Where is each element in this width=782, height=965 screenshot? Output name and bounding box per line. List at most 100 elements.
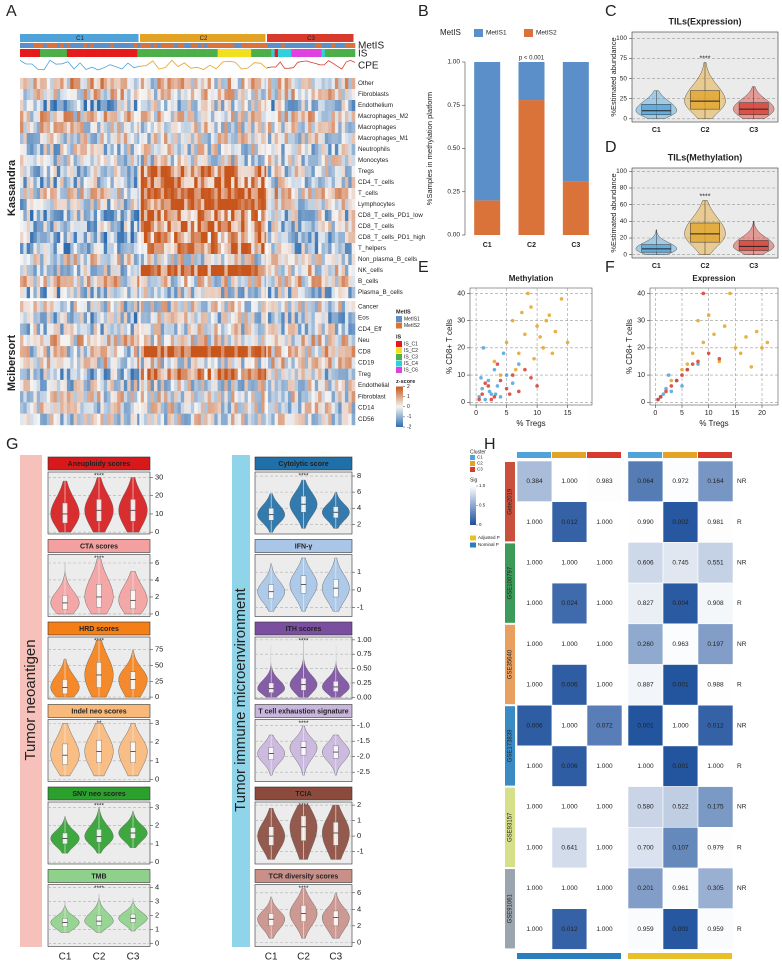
- heatmap-texture: [80, 243, 84, 255]
- heatmap-texture: [76, 144, 81, 156]
- heatmap-texture: [227, 287, 232, 299]
- heatmap-texture: [221, 155, 225, 167]
- heatmap-texture: [194, 133, 198, 145]
- heatmap-texture: [267, 133, 272, 145]
- heatmap-texture: [170, 243, 175, 255]
- heatmap-texture: [80, 133, 84, 145]
- annotation: ****: [298, 720, 309, 727]
- point: [680, 384, 684, 388]
- heatmap-texture: [107, 210, 111, 222]
- heatmap-texture: [331, 254, 336, 266]
- point: [501, 351, 506, 356]
- heatmap-texture: [87, 346, 91, 358]
- heatmap-texture: [60, 199, 64, 211]
- heatmap-texture: [247, 166, 252, 178]
- metis-track: [251, 43, 255, 48]
- heatmap-texture: [70, 334, 74, 347]
- heatmap-texture: [338, 177, 342, 189]
- heatmap-texture: [50, 287, 54, 299]
- y-tick-label: 0: [461, 399, 465, 406]
- heatmap-texture: [274, 232, 279, 244]
- heatmap-texture: [87, 243, 91, 255]
- metis-track: [328, 43, 332, 48]
- heatmap-texture: [76, 357, 81, 369]
- heatmap-texture: [341, 89, 346, 101]
- heatmap-texture: [298, 334, 302, 347]
- heatmap-texture: [30, 232, 34, 244]
- cell-label: 1.000: [707, 763, 724, 770]
- heatmap-texture: [351, 100, 356, 112]
- row-label: NR: [737, 559, 747, 566]
- heatmap-texture: [40, 144, 44, 156]
- heatmap-texture: [93, 199, 98, 211]
- heatmap-texture: [207, 78, 212, 90]
- heatmap-texture: [174, 144, 178, 156]
- row-label: NR: [737, 804, 747, 811]
- heatmap-texture: [100, 221, 105, 233]
- heatmap-texture: [103, 368, 108, 381]
- heatmap-texture: [177, 276, 182, 288]
- point: [744, 335, 748, 339]
- heatmap-texture: [23, 254, 27, 266]
- heatmap-texture: [164, 287, 168, 299]
- legend-label: MetIS2: [536, 30, 557, 37]
- heatmap-texture: [123, 323, 128, 336]
- heatmap-texture: [133, 265, 138, 277]
- heatmap-texture: [197, 78, 202, 90]
- heatmap-texture: [70, 254, 74, 266]
- heatmap-texture: [197, 379, 202, 392]
- heatmap-texture: [93, 312, 98, 324]
- cell-label: 1.000: [596, 885, 613, 892]
- heatmap-texture: [110, 100, 115, 112]
- heatmap-texture: [351, 210, 356, 222]
- cell: [627, 908, 664, 950]
- heatmap-texture: [190, 346, 195, 358]
- heatmap-texture: [341, 133, 346, 145]
- heatmap-texture: [328, 391, 332, 403]
- heatmap-texture: [351, 188, 356, 200]
- heatmap-texture: [97, 301, 101, 313]
- heatmap-texture: [328, 111, 332, 123]
- is-track: [227, 49, 232, 57]
- heatmap-texture: [40, 188, 44, 200]
- heatmap-texture: [133, 276, 138, 288]
- heatmap-texture: [53, 111, 58, 123]
- heatmap-texture: [93, 155, 98, 167]
- heatmap-texture: [43, 155, 48, 167]
- heatmap-texture: [90, 357, 94, 369]
- heatmap-texture: [264, 379, 269, 392]
- heatmap-texture: [221, 221, 225, 233]
- heatmap-texture: [130, 89, 135, 101]
- heatmap-texture: [301, 379, 306, 392]
- heatmap-texture: [87, 323, 91, 336]
- heatmap-texture: [251, 413, 255, 426]
- heatmap-texture: [254, 243, 259, 255]
- heatmap-texture: [231, 100, 235, 112]
- heatmap-texture: [311, 166, 316, 178]
- heatmap-texture: [123, 100, 128, 112]
- heatmap-texture: [241, 402, 245, 414]
- is-track: [140, 49, 145, 57]
- heatmap-texture: [190, 334, 195, 347]
- heatmap-texture: [204, 265, 208, 277]
- y-tick-label: 75: [620, 55, 628, 62]
- legend-swatch: [470, 542, 476, 548]
- heatmap-texture: [110, 312, 115, 324]
- heatmap-texture: [97, 312, 101, 324]
- heatmap-texture: [301, 312, 306, 324]
- heatmap-texture: [261, 199, 265, 211]
- heatmap-texture: [344, 323, 349, 336]
- heatmap-texture: [167, 133, 172, 145]
- heatmap-texture: [40, 177, 44, 189]
- heatmap-texture: [123, 221, 128, 233]
- heatmap-texture: [351, 78, 356, 90]
- heatmap-texture: [154, 265, 158, 277]
- heatmap-texture: [217, 323, 222, 336]
- heatmap-texture: [334, 166, 339, 178]
- heatmap-texture: [167, 276, 172, 288]
- heatmap-texture: [217, 402, 222, 414]
- heatmap-texture: [308, 391, 312, 403]
- heatmap-texture: [291, 301, 295, 313]
- heatmap-texture: [267, 144, 272, 156]
- heatmap-texture: [224, 346, 228, 358]
